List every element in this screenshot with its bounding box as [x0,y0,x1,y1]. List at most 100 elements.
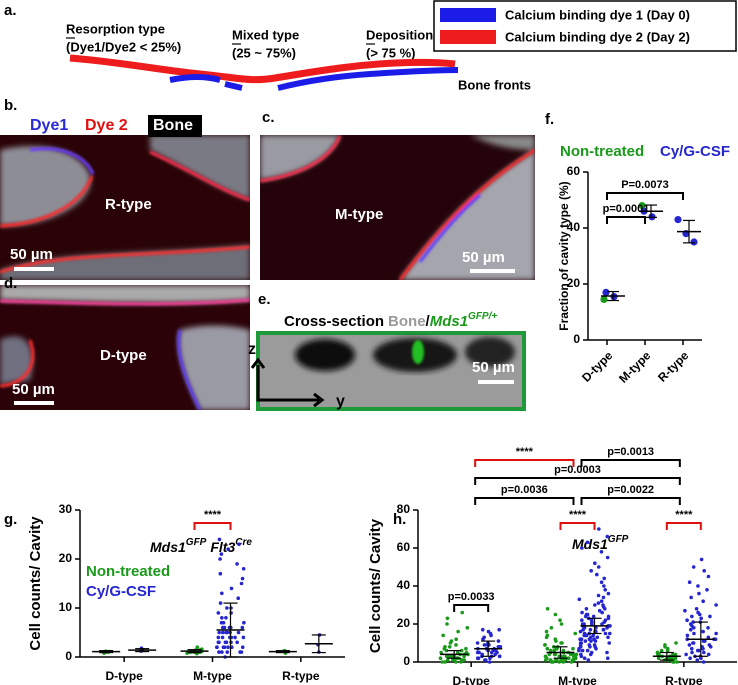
data-point [687,580,692,584]
data-point [697,591,701,596]
data-point [603,631,608,636]
data-point [589,639,593,643]
significance-label: **** [516,446,534,458]
type-name: Mixed type [232,27,299,42]
x-tick-label: M-type [616,348,653,385]
data-point [456,629,460,634]
data-point [573,631,578,636]
panel-label: b. [4,97,17,114]
data-point [684,652,688,657]
data-point [691,565,696,569]
y-tick-label: 60 [567,164,581,178]
data-point [554,658,559,662]
panel-label: e. [258,291,271,308]
data-point [601,595,606,600]
data-point [217,537,222,542]
data-point [229,611,233,615]
data-point [222,625,227,630]
data-point [483,658,488,662]
data-point [671,652,675,657]
legend-label: Calcium binding dye 1 (Day 0) [505,7,690,22]
data-point [497,654,502,659]
data-point [663,643,667,647]
data-point [226,547,230,551]
data-point [665,646,670,651]
data-point [656,656,661,660]
data-point [447,645,452,649]
data-point [592,637,596,641]
data-point [573,656,578,660]
data-point [559,641,563,645]
scale-bar [14,267,54,271]
data-point [240,576,245,581]
legend-swatch [440,30,496,44]
type-range: (25 ~ 75%) [232,45,296,60]
data-point [701,650,706,655]
data-point [225,650,230,654]
data-point [691,641,696,645]
data-point [578,641,583,645]
panel-label: d. [4,275,17,292]
data-point [487,660,492,664]
data-point [580,546,584,550]
data-point [224,616,228,620]
data-point [220,630,225,635]
data-point [691,626,696,630]
significance-bracket [559,522,596,530]
data-point [602,584,606,588]
data-point [589,622,594,626]
title-part: GFP/+ [468,311,497,322]
data-point [689,646,694,651]
image-legend: Bone [153,117,193,134]
y-tick-label: 0 [65,649,72,663]
data-point [706,574,711,579]
scale-bar [478,380,514,384]
data-point [607,631,612,636]
significance-label: p=0.0022 [607,484,654,496]
data-point [571,652,576,657]
chart-title: Mds1GFP Flt3Cre [150,537,252,555]
data-point [582,656,587,660]
axis-name: y [336,393,345,410]
data-point [236,596,241,600]
data-point [601,603,605,607]
title-part: Mds1 [430,313,468,330]
data-point [585,540,590,545]
data-point [544,656,549,660]
data-point [545,646,550,651]
data-point [217,640,221,645]
data-point [655,650,660,655]
data-point [688,656,692,660]
data-point [553,612,558,617]
data-point [219,552,224,556]
data-point [443,660,447,664]
data-point [571,646,575,651]
data-point [482,643,487,647]
panel-label: g. [4,511,17,528]
image-legend: Dye1 [30,117,68,134]
data-point [602,288,610,296]
data-point [497,627,501,632]
image-text: R-type [105,196,152,213]
data-point [593,561,597,565]
image-e [250,331,526,411]
data-point [694,607,699,611]
data-point [217,630,221,635]
data-point [566,656,571,660]
data-point [491,648,495,653]
significance-bracket [474,497,575,505]
data-point [578,629,583,634]
y-tick-label: 20 [567,276,581,290]
image-legend: Dye 2 [85,117,128,134]
title-part: Cre [235,537,252,548]
data-point [605,656,610,660]
data-point [589,569,593,573]
bone-front [69,54,456,84]
data-point [220,616,224,620]
data-point [580,648,585,653]
data-point [603,618,608,622]
data-point [496,639,501,643]
panel-label: a. [4,2,17,19]
data-point [690,650,694,655]
significance-label: p=0.0033 [448,591,495,603]
